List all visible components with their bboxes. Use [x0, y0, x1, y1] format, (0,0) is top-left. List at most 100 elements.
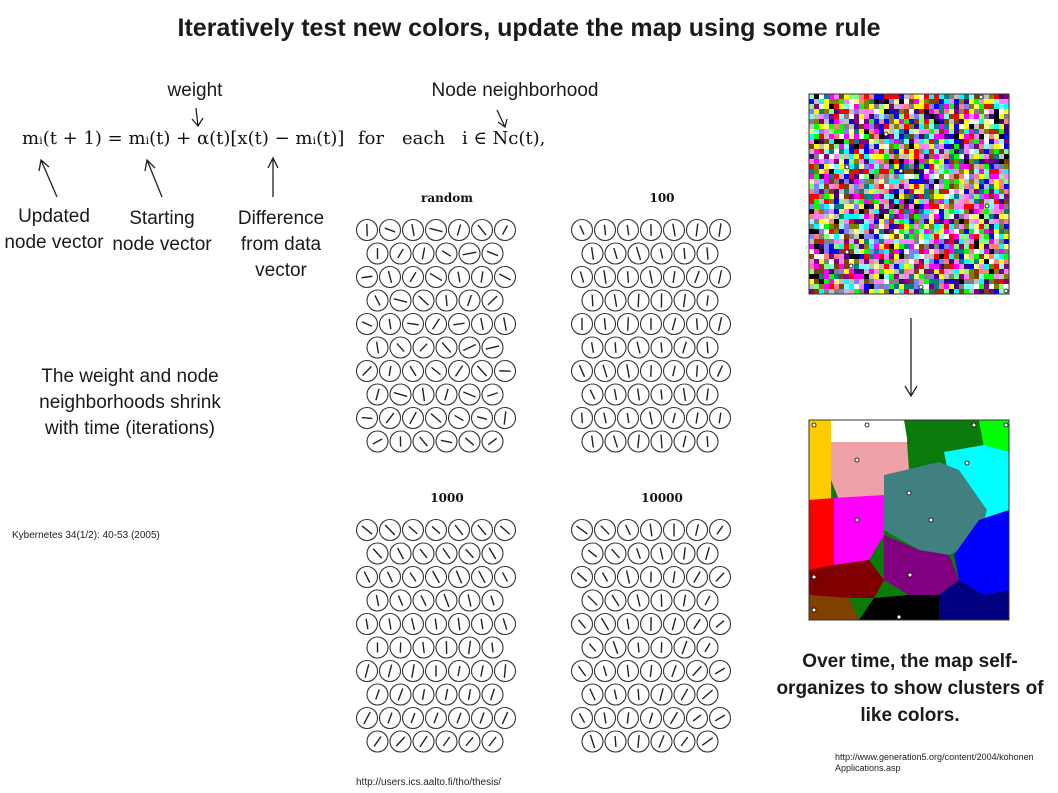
neuron-circle [673, 589, 696, 612]
neuron-circle [616, 612, 640, 636]
neuron-circle [355, 565, 379, 589]
neuron-circle [458, 289, 481, 312]
neuron-circle [627, 683, 650, 706]
neuron-circle [650, 289, 673, 312]
neuron-circle [389, 683, 412, 706]
neuron-circle [708, 218, 732, 242]
neuron-circle [412, 589, 435, 612]
neuron-circle [412, 336, 435, 359]
neuron-circle [570, 706, 594, 730]
neuron-circle [639, 406, 663, 430]
neuron-circle [401, 359, 425, 383]
neuron-circle [639, 359, 663, 383]
neuron-circle [616, 218, 640, 242]
neuron-circle [424, 265, 448, 289]
som-panel-1000 [355, 518, 517, 753]
neuron-circle [481, 289, 504, 312]
neuron-circle [685, 659, 709, 683]
neuron-circle [458, 430, 481, 453]
down-arrow-icon [904, 318, 918, 398]
neuron-circle [435, 242, 458, 265]
source-right: http://www.generation5.org/content/2004/… [835, 752, 1034, 773]
neuron-circle [650, 430, 673, 453]
shrink-note: The weight and node neighborhoods shrink… [39, 366, 221, 439]
neuron-circle [493, 565, 517, 589]
neuron-circle [696, 289, 719, 312]
neuron-circle [593, 359, 617, 383]
neuron-circle [604, 383, 627, 406]
neuron-circle [412, 683, 435, 706]
neuron-circle [435, 589, 458, 612]
neuron-circle [481, 383, 504, 406]
neuron-circle [650, 542, 673, 565]
neuron-circle [470, 218, 494, 242]
neuron-circle [470, 706, 494, 730]
neuron-circle [424, 565, 448, 589]
neuron-circle [447, 359, 471, 383]
neuron-circle [447, 265, 471, 289]
neuron-circle [447, 518, 471, 542]
neuron-circle [481, 636, 504, 659]
neuron-circle [470, 565, 494, 589]
neuron-circle [458, 542, 481, 565]
neuron-circle [696, 636, 719, 659]
neuron-circle [412, 730, 435, 753]
neuron-circle [662, 406, 686, 430]
panel-label-100: 100 [649, 191, 675, 205]
neuron-circle [627, 730, 650, 753]
neuron-circle [470, 265, 494, 289]
som-panel-random [355, 218, 517, 453]
neuron-circle [570, 406, 594, 430]
neuron-circle [378, 359, 402, 383]
neuron-circle [708, 706, 732, 730]
neuron-circle [673, 683, 696, 706]
neuron-circle [378, 659, 402, 683]
neuron-circle [458, 589, 481, 612]
neuron-circle [447, 706, 471, 730]
neuron-circle [639, 218, 663, 242]
neuron-circle [685, 706, 709, 730]
neuron-circle [570, 265, 594, 289]
neuron-circle [355, 406, 379, 430]
neuron-circle [673, 383, 696, 406]
neuron-circle [355, 359, 379, 383]
neuron-circle [616, 359, 640, 383]
neuron-circle [570, 565, 594, 589]
neuron-circle [481, 589, 504, 612]
equation-for: for [358, 128, 385, 149]
neuron-circle [593, 312, 617, 336]
neuron-circle [470, 518, 494, 542]
neuron-circle [378, 265, 402, 289]
neuron-circle [435, 289, 458, 312]
neuron-circle [604, 730, 627, 753]
neuron-circle [604, 289, 627, 312]
neuron-circle [366, 542, 389, 565]
neuron-circle [447, 565, 471, 589]
equation-each: each [402, 128, 446, 149]
neuron-circle [493, 265, 517, 289]
neuron-circle [627, 289, 650, 312]
neuron-circle [616, 518, 640, 542]
neuron-circle [389, 636, 412, 659]
neuron-circle [696, 430, 719, 453]
equation-set: i ∈ Nᴄ(t), [462, 128, 546, 149]
neuron-circle [424, 518, 448, 542]
neuron-circle [355, 659, 379, 683]
neuron-circle [435, 542, 458, 565]
right-caption: Over time, the map self-organizes to sho… [776, 651, 1044, 726]
neuron-circle [639, 659, 663, 683]
neuron-circle [708, 565, 732, 589]
neuron-circle [662, 265, 686, 289]
neuron-circle [389, 336, 412, 359]
neuron-circle [708, 359, 732, 383]
neuron-circle [447, 406, 471, 430]
neuron-circle [493, 218, 517, 242]
neuron-circle [424, 612, 448, 636]
neuron-circle [424, 218, 448, 242]
neuron-circle [470, 312, 494, 336]
neuron-circle [708, 312, 732, 336]
neuron-circle [493, 518, 517, 542]
updated-arrow-icon [38, 158, 58, 198]
neuron-circle [639, 706, 663, 730]
neuron-circle [424, 659, 448, 683]
